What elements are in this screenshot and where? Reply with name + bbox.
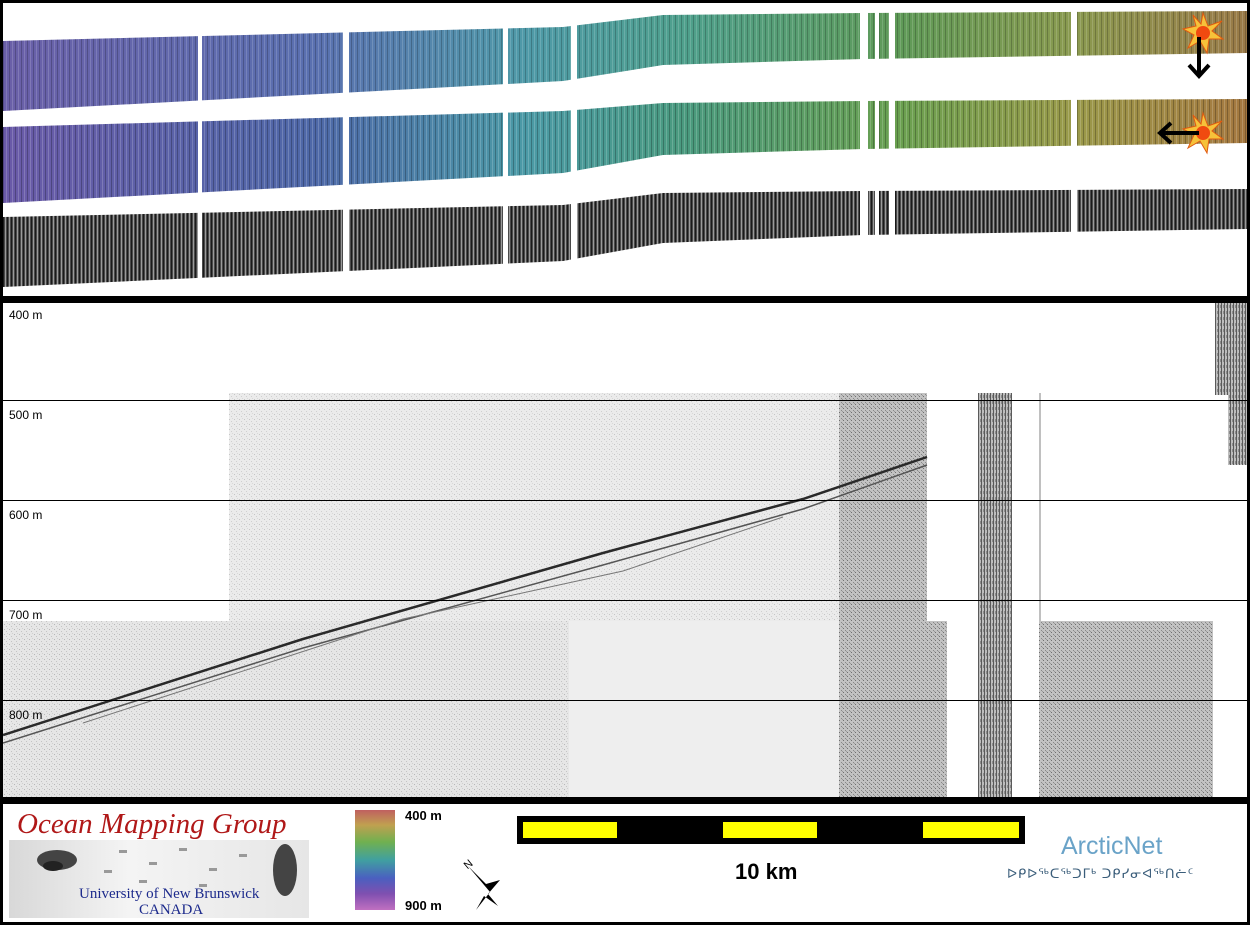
depth-gridline-600 bbox=[3, 500, 1247, 501]
depth-gridline-500 bbox=[3, 400, 1247, 401]
backscatter-strip bbox=[3, 183, 1247, 293]
depth-gridline-700 bbox=[3, 600, 1247, 601]
depth-label-600: 600 m bbox=[9, 508, 43, 522]
depth-label-500: 500 m bbox=[9, 408, 43, 422]
profile-image bbox=[3, 303, 1247, 797]
omg-logo-title: Ocean Mapping Group bbox=[17, 808, 287, 840]
arcticnet-title: ArcticNet bbox=[1061, 832, 1163, 860]
scale-segment-5 bbox=[923, 822, 1019, 838]
scale-bar bbox=[517, 816, 1025, 844]
depth-gridline-800 bbox=[3, 700, 1247, 701]
scale-segment-1 bbox=[523, 822, 617, 838]
swath-mosaic-panel bbox=[3, 3, 1247, 296]
depth-label-700: 700 m bbox=[9, 608, 43, 622]
omg-country: CANADA bbox=[139, 902, 204, 918]
colorbar-top-label: 400 m bbox=[405, 808, 442, 823]
colorbar-bottom-label: 900 m bbox=[405, 898, 442, 913]
depth-label-800: 800 m bbox=[9, 708, 43, 722]
arrow-left-icon bbox=[1157, 121, 1199, 145]
omg-university: University of New Brunswick bbox=[79, 886, 260, 902]
scale-segment-3 bbox=[723, 822, 817, 838]
legend-panel: Ocean Mapping Group University of New Br… bbox=[3, 804, 1247, 922]
north-label: N bbox=[462, 858, 476, 872]
depth-colorbar bbox=[355, 810, 395, 910]
sub-bottom-profile-panel: 400 m 500 m 600 m 700 m 800 m bbox=[3, 303, 1247, 797]
sun-illuminated-north-strip bbox=[3, 3, 1247, 123]
north-arrow-icon: N bbox=[462, 858, 500, 910]
swath-mosaic bbox=[3, 3, 1247, 293]
sun-icon bbox=[1181, 111, 1225, 155]
scale-label: 10 km bbox=[735, 859, 798, 884]
omg-logo: University of New Brunswick CANADA bbox=[9, 840, 309, 918]
omg-logo-graphic bbox=[37, 844, 297, 896]
arcticnet-syllabics: ᐅᑭᐅᖅᑕᖅᑐᒥᒃ ᑐᑭᓯᓂᐊᖅᑎᓖᑦ bbox=[1007, 866, 1195, 881]
arrow-down-icon bbox=[1187, 37, 1211, 79]
depth-label-400: 400 m bbox=[9, 308, 43, 322]
sun-illuminated-east-strip bbox=[3, 98, 1247, 208]
